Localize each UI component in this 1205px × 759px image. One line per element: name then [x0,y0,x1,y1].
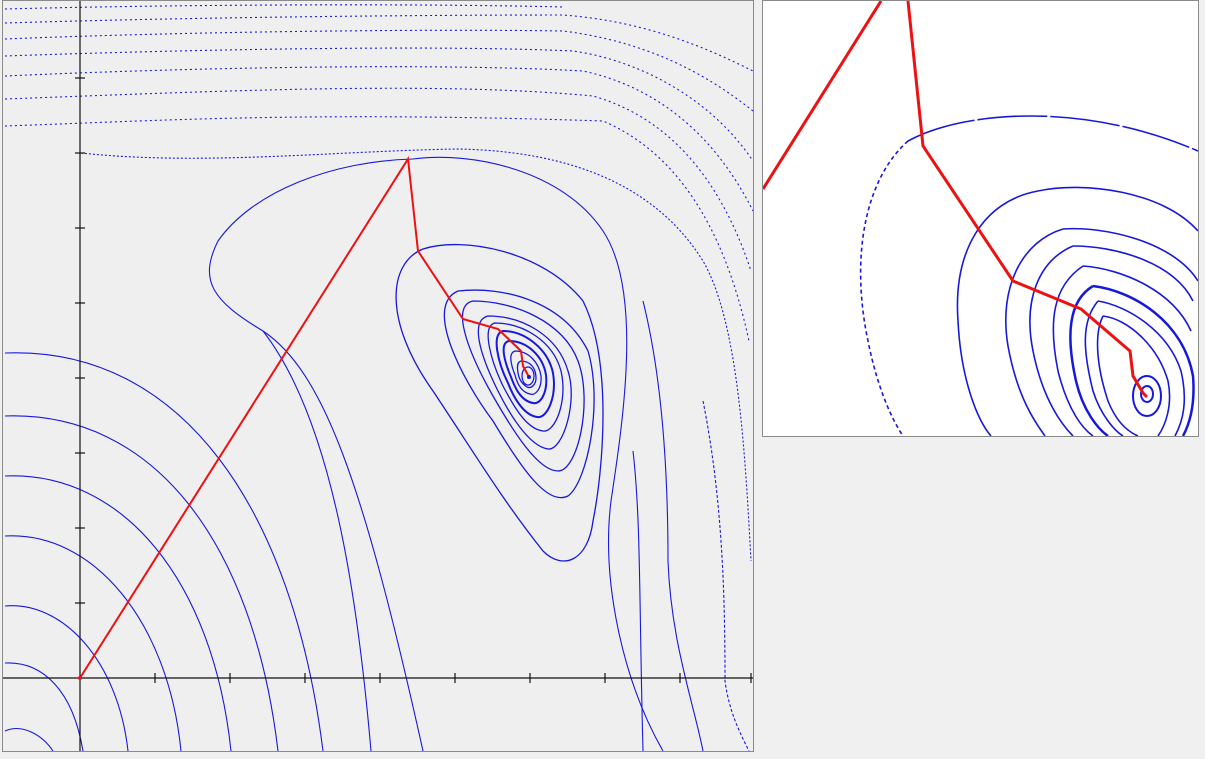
inner-contours [395,243,604,562]
y-axis-ticks [75,77,85,604]
minimum-point-icon [527,375,531,379]
zoom-detail-canvas[interactable] [762,0,1199,437]
origin-contours [4,330,372,751]
main-contour-canvas[interactable] [2,0,754,752]
zoom-contours [859,115,1198,436]
zoom-path [763,1,1149,399]
upper-contours [4,4,753,342]
zoom-plot [763,1,1198,436]
origin-point-icon [78,676,82,680]
contour-plot [3,1,753,751]
optimization-path [79,156,530,679]
x-axis-ticks [154,673,752,683]
axes [3,1,753,751]
saddle-contour [209,156,664,751]
outer-contours [80,148,752,751]
